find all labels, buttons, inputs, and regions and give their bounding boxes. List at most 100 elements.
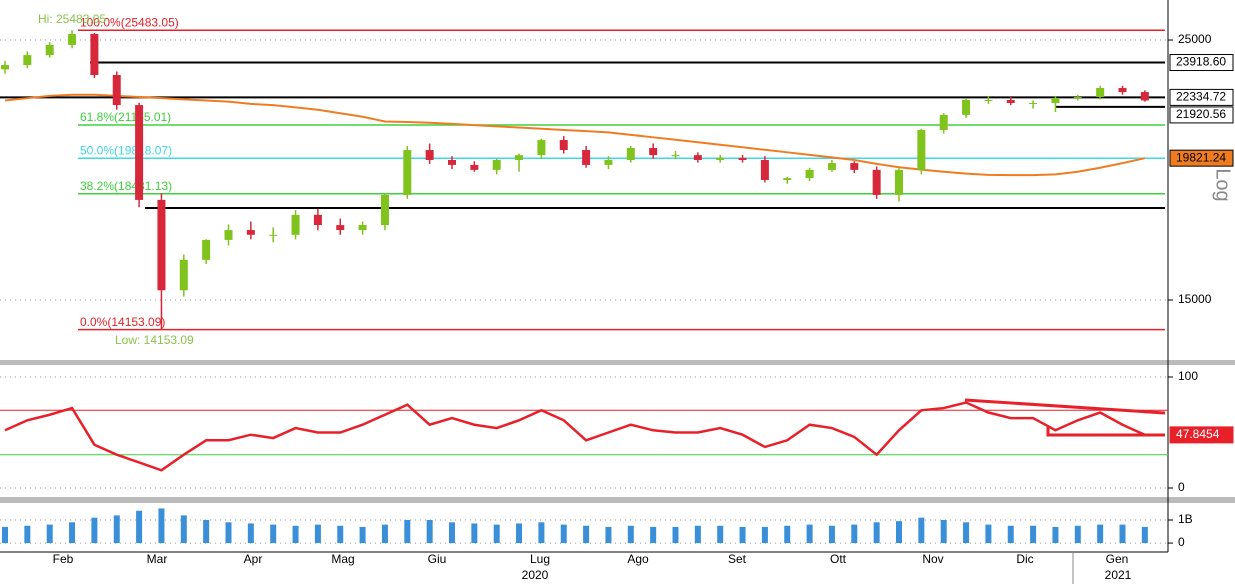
volume-bar [270,524,277,544]
volume-bar [828,525,835,544]
candle-body [358,225,367,231]
candle-body [805,169,814,179]
volume-bar [650,526,657,544]
candle-body [582,150,591,165]
volume-bar [113,515,120,544]
y-tick-label: 15000 [1178,292,1212,306]
volume-bar [337,525,344,544]
candle-body [157,199,166,291]
candle-body [380,194,389,226]
y-tick-label: 0 [1178,480,1185,494]
volume-bar [381,524,388,544]
year-label: 2021 [1105,568,1132,582]
volume-bar [1097,524,1104,544]
volume-bar [560,524,567,544]
candle-body [760,159,769,180]
candle-body [224,230,233,240]
candle-body [1140,92,1149,101]
candle-body [1096,88,1105,98]
candle-body [1,65,9,70]
candle-body [448,159,456,165]
candle-body [269,234,278,236]
candle-body [537,140,546,156]
candle-body [917,129,926,170]
candle-body [1118,88,1127,93]
candle-body [23,55,32,66]
y-tick-label: 100 [1178,369,1198,383]
volume-bar [1052,526,1059,544]
volume-bar [158,508,165,544]
volume-bar [940,520,947,544]
volume-bar [806,524,813,544]
candle-body [559,140,568,151]
y-tick-label: 1B [1178,512,1193,526]
volume-bar [1007,525,1014,544]
volume-bar [314,524,321,544]
volume-bar [46,524,53,544]
panel-separator [0,360,1235,365]
volume-bar [694,525,701,544]
candle-body [291,214,300,235]
volume-bar [583,525,590,544]
candle-body [1051,97,1060,104]
candle-body [984,100,993,102]
volume-bar [203,520,210,544]
x-tick-label: Nov [922,552,943,566]
volume-bar [180,515,187,544]
fib-label: 100.0%(25483.05) [80,15,179,29]
x-tick-label: Mag [331,552,354,566]
candle-body [336,225,345,231]
candle-body [962,100,971,115]
candle-body [112,74,121,106]
value-box-label: 22334.72 [1176,90,1226,104]
volume-bar [784,525,791,544]
volume-bar [627,525,634,544]
candle-body [604,159,613,165]
x-tick-label: Dic [1016,552,1033,566]
candle-body [470,164,479,170]
volume-bar [985,524,992,544]
volume-bar [24,525,31,544]
x-tick-label: Ago [627,552,649,566]
volume-bar [1030,525,1037,544]
volume-bar [91,517,98,544]
volume-bar [426,520,433,544]
volume-bar [851,524,858,544]
volume-bar [359,526,366,544]
value-box [1169,54,1234,72]
candle-body [68,33,77,45]
candle-body [693,155,702,160]
volume-bar [739,526,746,544]
volume-bar [1141,526,1148,544]
volume-bar [605,526,612,544]
candle-body [45,44,54,56]
volume-bar [896,521,902,544]
fib-label: 38.2%(18481.13) [80,179,172,193]
year-label: 2020 [522,568,549,582]
panel-separator [0,497,1235,503]
low-label: Low: 14153.09 [115,333,194,347]
candle-body [515,155,524,160]
volume-bar [247,523,254,544]
moving-average [4,93,1146,177]
candle-body [783,178,792,180]
candle-body [1073,97,1082,99]
x-tick-label: Lug [530,552,550,566]
volume-bar [672,526,679,544]
volume-bar [717,525,724,544]
candle-body [716,157,725,160]
candle-body [313,214,322,226]
volume-bar [404,520,411,544]
x-tick-label: Set [728,552,747,566]
candle-body [179,259,188,291]
volume-bar [493,524,500,544]
volume-bar [1074,525,1081,544]
volume-bar [69,522,76,544]
value-box-label: 21920.56 [1176,107,1226,121]
candle-body [872,169,881,195]
candle-body [671,155,680,157]
candle-body [626,148,635,160]
value-box-label: 23918.60 [1176,55,1226,69]
